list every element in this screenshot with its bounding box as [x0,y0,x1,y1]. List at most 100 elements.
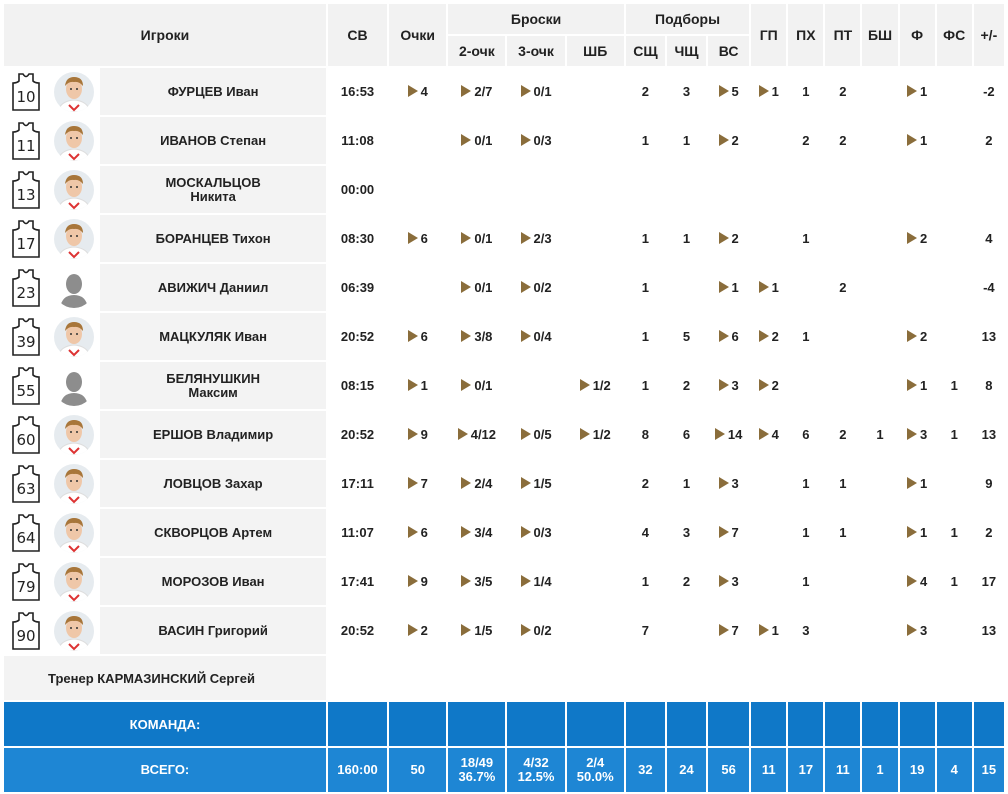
player-name[interactable]: МАЦКУЛЯК Иван [100,313,326,360]
header-ft[interactable]: ШБ [566,36,624,66]
play-arrow-icon[interactable] [718,526,729,538]
player-name[interactable]: ФУРЦЕВ Иван [100,68,326,115]
cell-gp[interactable]: 1 [751,607,787,654]
header-three[interactable]: 3-очк [507,36,565,66]
header-two[interactable]: 2-очк [448,36,506,66]
header-fs[interactable]: ФС [936,4,972,66]
cell-gp[interactable] [751,509,787,556]
cell-f[interactable]: 1 [899,460,935,507]
play-arrow-icon[interactable] [718,330,729,342]
play-arrow-icon[interactable] [461,379,472,391]
cell-three[interactable] [507,362,565,409]
player-row[interactable]: 10 ФУРЦЕВ Иван 16:53 4 2/7 0/1 2 3 5 1 1 2 1 -2 [4,68,1004,115]
play-arrow-icon[interactable] [461,281,472,293]
cell-two[interactable]: 2/7 [448,68,506,115]
cell-reb[interactable]: 3 [708,460,750,507]
header-pt[interactable]: ПТ [825,4,861,66]
cell-ft[interactable] [566,117,624,164]
play-arrow-icon[interactable] [407,624,418,636]
cell-reb[interactable] [708,166,750,213]
cell-points[interactable] [389,166,447,213]
play-arrow-icon[interactable] [461,575,472,587]
play-arrow-icon[interactable] [407,526,418,538]
play-arrow-icon[interactable] [906,428,917,440]
player-row[interactable]: 55 БЕЛЯНУШКИН Максим 08:15 1 0/1 1/2 1 2 3 2 1 1 8 [4,362,1004,409]
cell-ft[interactable] [566,264,624,311]
cell-gp[interactable] [751,558,787,605]
player-row[interactable]: 64 СКВОРЦОВ Артем 11:07 6 3/4 0/3 4 3 7 1 1 1 1 2 [4,509,1004,556]
header-total-reb[interactable]: ВС [708,36,750,66]
play-arrow-icon[interactable] [407,85,418,97]
player-name[interactable]: МОСКАЛЬЦОВ Никита [100,166,326,213]
cell-reb[interactable]: 7 [708,607,750,654]
player-name[interactable]: ЕРШОВ Владимир [100,411,326,458]
cell-ft[interactable]: 1/2 [566,362,624,409]
play-arrow-icon[interactable] [906,575,917,587]
play-arrow-icon[interactable] [520,134,531,146]
player-row[interactable]: 17 БОРАНЦЕВ Тихон 08:30 6 0/1 2/3 1 1 2 1 2 4 [4,215,1004,262]
cell-ft[interactable] [566,215,624,262]
play-arrow-icon[interactable] [579,428,590,440]
cell-gp[interactable]: 1 [751,68,787,115]
cell-two[interactable]: 3/4 [448,509,506,556]
play-arrow-icon[interactable] [407,477,418,489]
play-arrow-icon[interactable] [407,330,418,342]
play-arrow-icon[interactable] [906,232,917,244]
cell-f[interactable]: 1 [899,68,935,115]
play-arrow-icon[interactable] [520,232,531,244]
cell-reb[interactable]: 3 [708,558,750,605]
play-arrow-icon[interactable] [520,281,531,293]
cell-points[interactable] [389,264,447,311]
cell-f[interactable]: 2 [899,215,935,262]
cell-f[interactable] [899,166,935,213]
cell-two[interactable]: 0/1 [448,117,506,164]
play-arrow-icon[interactable] [461,477,472,489]
cell-gp[interactable] [751,460,787,507]
cell-two[interactable]: 2/4 [448,460,506,507]
play-arrow-icon[interactable] [718,281,729,293]
play-arrow-icon[interactable] [758,379,769,391]
cell-three[interactable]: 1/4 [507,558,565,605]
play-arrow-icon[interactable] [407,428,418,440]
cell-gp[interactable]: 1 [751,264,787,311]
player-row[interactable]: 79 МОРОЗОВ Иван 17:41 9 3/5 1/4 1 2 3 1 4 1 17 [4,558,1004,605]
cell-points[interactable]: 4 [389,68,447,115]
cell-reb[interactable]: 2 [708,117,750,164]
cell-ft[interactable] [566,313,624,360]
play-arrow-icon[interactable] [457,428,468,440]
header-sv[interactable]: СВ [327,4,388,66]
cell-reb[interactable]: 6 [708,313,750,360]
header-off[interactable]: ЧЩ [666,36,707,66]
cell-points[interactable] [389,117,447,164]
cell-reb[interactable]: 14 [708,411,750,458]
play-arrow-icon[interactable] [718,134,729,146]
player-row[interactable]: 90 ВАСИН Григорий 20:52 2 1/5 0/2 7 7 1 3 3 13 [4,607,1004,654]
play-arrow-icon[interactable] [579,379,590,391]
cell-points[interactable]: 2 [389,607,447,654]
cell-two[interactable]: 0/1 [448,215,506,262]
player-row[interactable]: 13 МОСКАЛЬЦОВ Никита 00:00 [4,166,1004,213]
play-arrow-icon[interactable] [520,624,531,636]
play-arrow-icon[interactable] [520,575,531,587]
play-arrow-icon[interactable] [407,379,418,391]
cell-points[interactable]: 6 [389,215,447,262]
play-arrow-icon[interactable] [758,428,769,440]
play-arrow-icon[interactable] [906,379,917,391]
player-name[interactable]: ЛОВЦОВ Захар [100,460,326,507]
cell-three[interactable]: 0/4 [507,313,565,360]
player-row[interactable]: 23 АВИЖИЧ Даниил 06:39 0/1 0/2 1 1 1 2 -4 [4,264,1004,311]
cell-points[interactable]: 6 [389,509,447,556]
cell-three[interactable]: 0/5 [507,411,565,458]
cell-reb[interactable]: 5 [708,68,750,115]
cell-f[interactable]: 4 [899,558,935,605]
cell-three[interactable]: 0/3 [507,117,565,164]
cell-gp[interactable]: 2 [751,362,787,409]
cell-reb[interactable]: 2 [708,215,750,262]
player-row[interactable]: 60 ЕРШОВ Владимир 20:52 9 4/12 0/5 1/2 8 6 14 4 6 2 1… [4,411,1004,458]
cell-ft[interactable] [566,166,624,213]
player-name[interactable]: ИВАНОВ Степан [100,117,326,164]
play-arrow-icon[interactable] [520,526,531,538]
header-points[interactable]: Очки [389,4,447,66]
cell-f[interactable]: 3 [899,411,935,458]
play-arrow-icon[interactable] [758,85,769,97]
